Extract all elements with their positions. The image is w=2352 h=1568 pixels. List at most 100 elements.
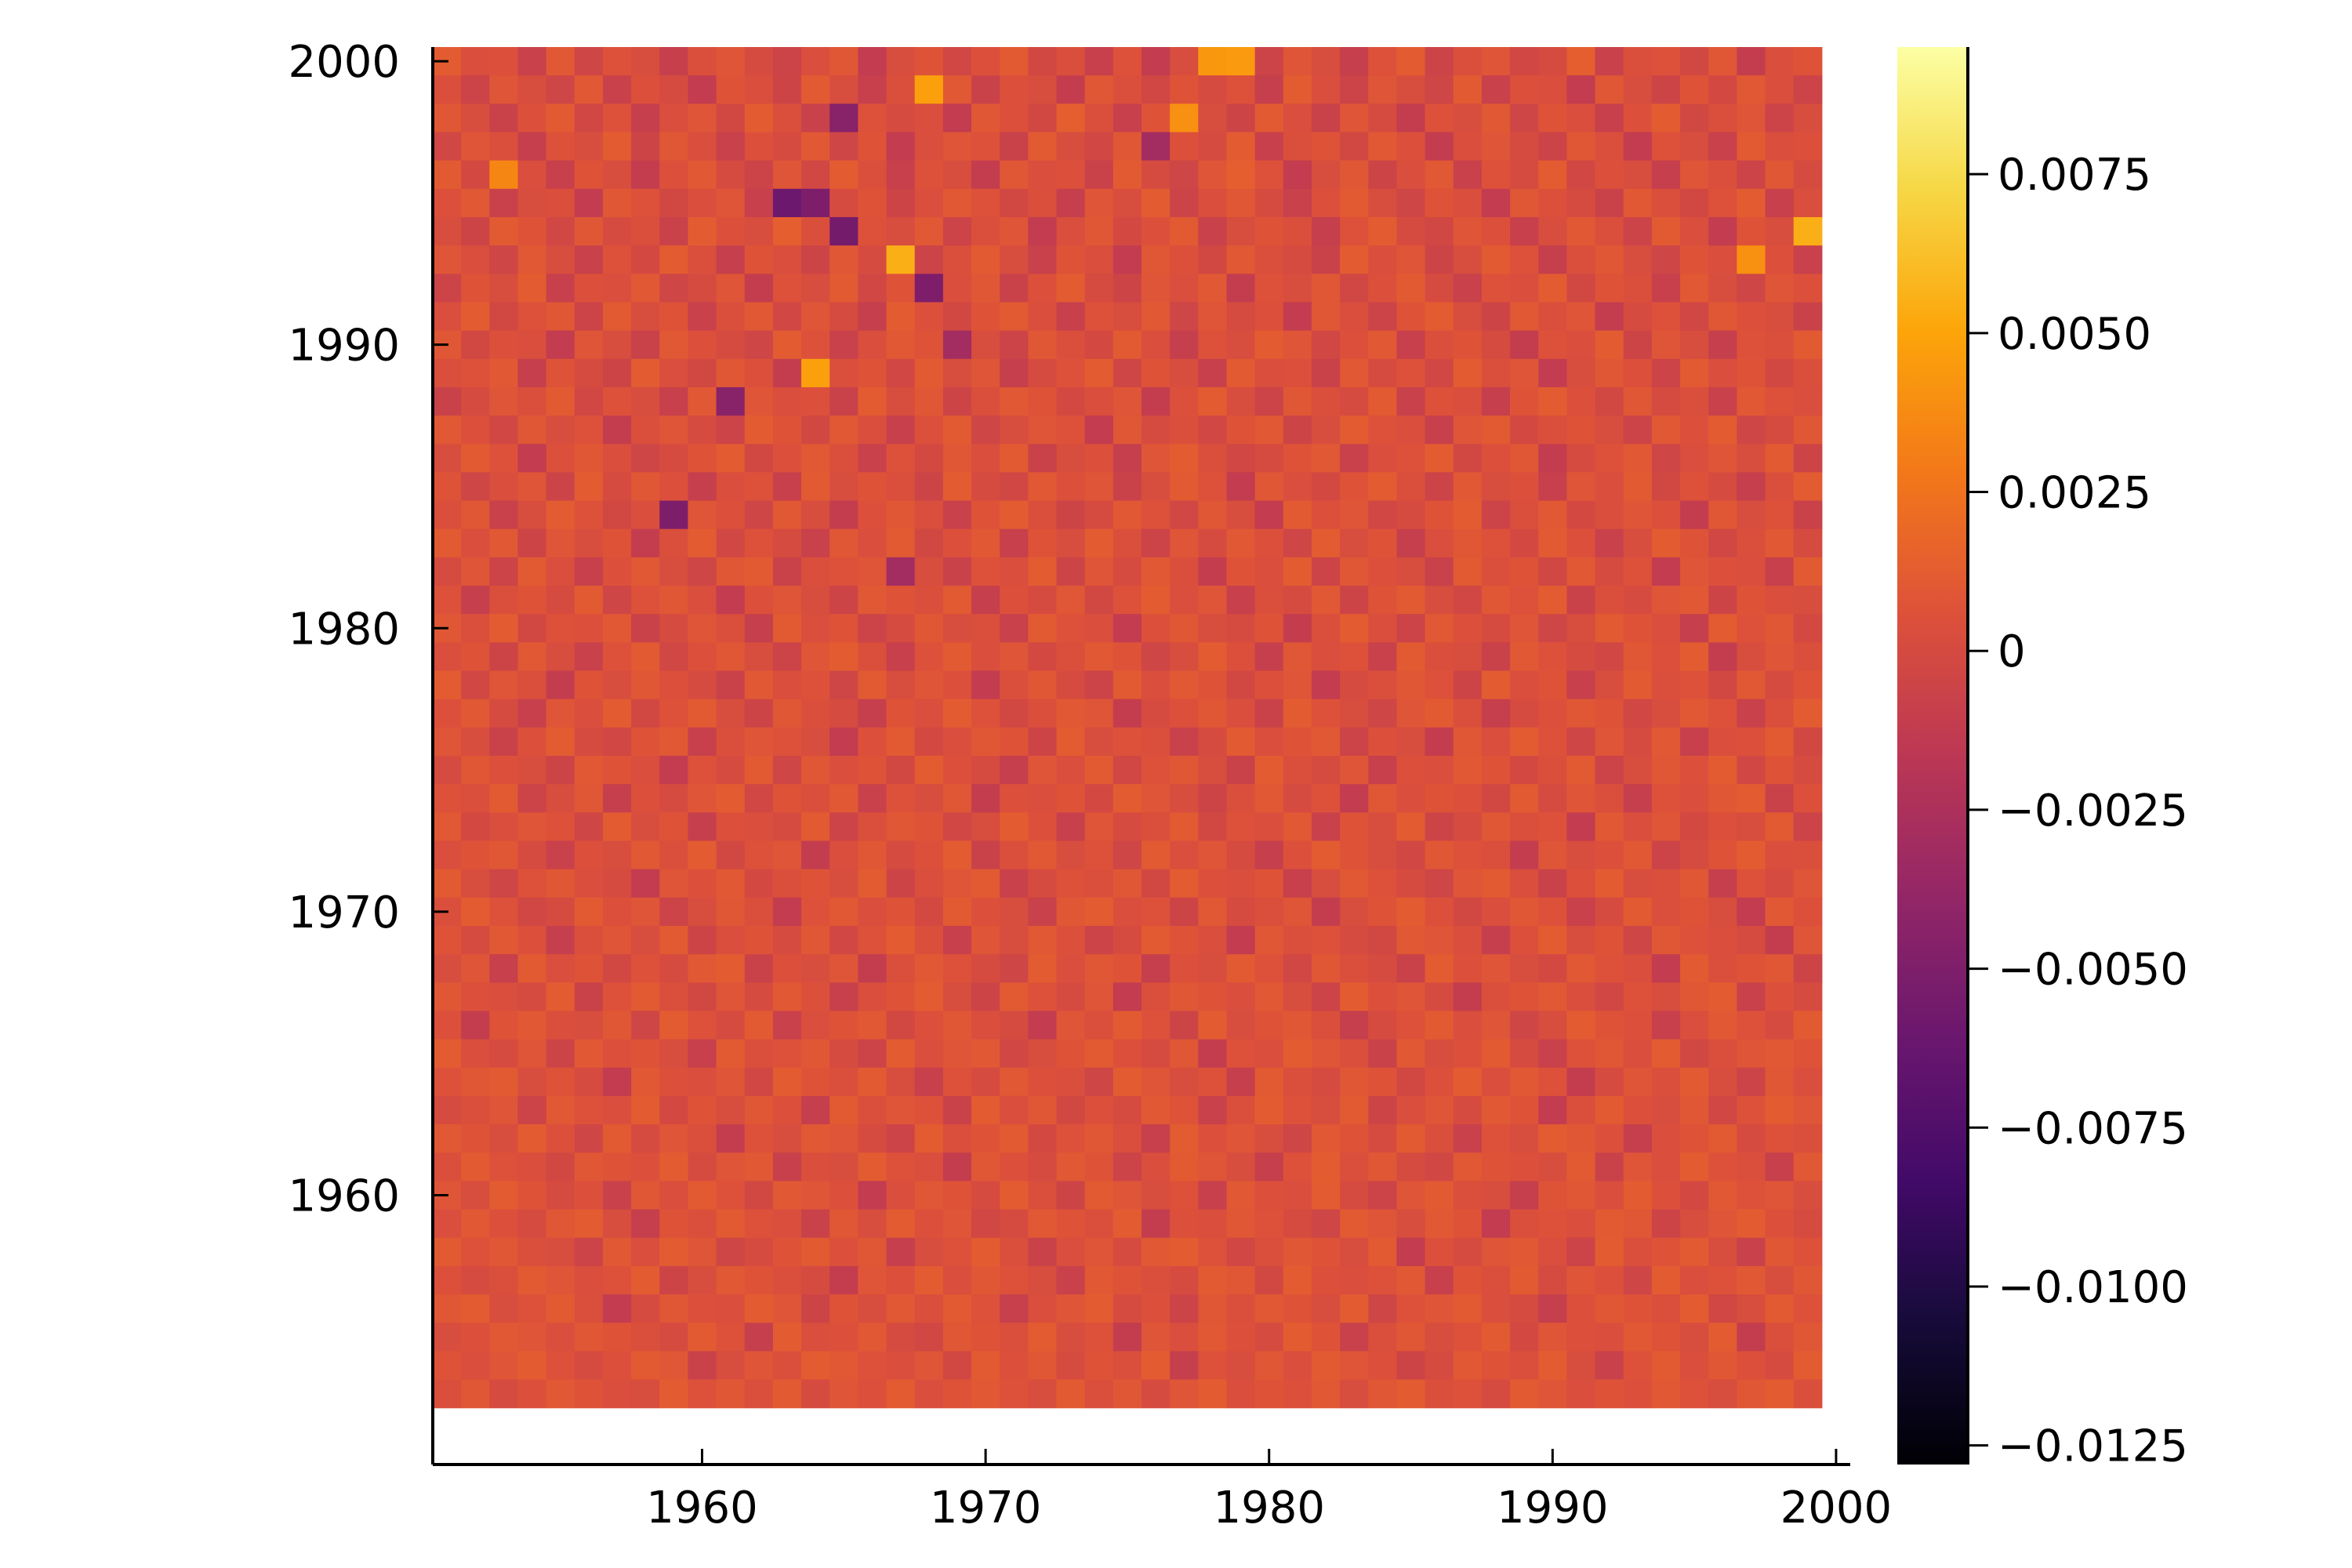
heatmap-cell bbox=[659, 756, 689, 785]
heatmap-cell bbox=[1793, 188, 1823, 218]
heatmap-cell bbox=[744, 1237, 774, 1267]
heatmap-cell bbox=[1056, 358, 1086, 388]
heatmap-cell bbox=[517, 160, 547, 190]
heatmap-cell bbox=[461, 132, 490, 162]
heatmap-cell bbox=[1538, 1152, 1567, 1181]
heatmap-cell bbox=[829, 1265, 858, 1295]
heatmap-cell bbox=[688, 444, 717, 473]
heatmap-cell bbox=[716, 1351, 746, 1381]
heatmap-cell bbox=[971, 1067, 1000, 1097]
heatmap-cell bbox=[1595, 528, 1624, 558]
heatmap-cell bbox=[1765, 302, 1795, 332]
heatmap-cell bbox=[1170, 302, 1199, 332]
heatmap-cell bbox=[772, 1067, 802, 1097]
heatmap-cell bbox=[1623, 869, 1653, 898]
heatmap-cell bbox=[1170, 1265, 1199, 1295]
heatmap-cell bbox=[942, 1039, 972, 1069]
heatmap-cell bbox=[1737, 614, 1766, 643]
heatmap-cell bbox=[1198, 500, 1228, 530]
heatmap-cell bbox=[1737, 925, 1766, 955]
heatmap-cell bbox=[1566, 132, 1596, 162]
heatmap-cell bbox=[1112, 1237, 1142, 1267]
heatmap-cell bbox=[1112, 586, 1142, 615]
heatmap-cell bbox=[1453, 1294, 1483, 1323]
heatmap-cell bbox=[517, 500, 547, 530]
heatmap-cell bbox=[1396, 614, 1426, 643]
heatmap-cell bbox=[914, 47, 944, 76]
heatmap-cell bbox=[1311, 642, 1341, 672]
heatmap-cell bbox=[489, 1294, 519, 1323]
heatmap-cell bbox=[546, 1323, 575, 1352]
heatmap-cell bbox=[1481, 897, 1511, 927]
heatmap-cell bbox=[1340, 812, 1369, 842]
heatmap-cell bbox=[914, 1011, 944, 1040]
heatmap-cell bbox=[1425, 444, 1454, 473]
heatmap-cell bbox=[744, 670, 774, 700]
heatmap-cell bbox=[1084, 954, 1114, 983]
heatmap-cell bbox=[1538, 925, 1567, 955]
heatmap-cell bbox=[1112, 358, 1142, 388]
heatmap-cell bbox=[1000, 1067, 1029, 1097]
heatmap-cell bbox=[1226, 1209, 1256, 1239]
heatmap-cell bbox=[716, 103, 746, 133]
heatmap-cell bbox=[1028, 869, 1058, 898]
heatmap-cell bbox=[1254, 444, 1284, 473]
heatmap-cell bbox=[1680, 160, 1709, 190]
heatmap-cell bbox=[716, 1039, 746, 1069]
heatmap-cell bbox=[716, 1294, 746, 1323]
heatmap-cell bbox=[829, 528, 858, 558]
heatmap-cell bbox=[1623, 132, 1653, 162]
heatmap-cell bbox=[1198, 982, 1228, 1012]
heatmap-cell bbox=[1793, 1379, 1823, 1409]
heatmap-cell bbox=[659, 1237, 689, 1267]
heatmap-cell bbox=[716, 330, 746, 360]
heatmap-cell bbox=[716, 416, 746, 445]
heatmap-cell bbox=[1481, 727, 1511, 757]
heatmap-cell bbox=[1311, 160, 1341, 190]
heatmap-cell bbox=[716, 1237, 746, 1267]
heatmap-cell bbox=[489, 840, 519, 870]
heatmap-cell bbox=[1651, 188, 1681, 218]
heatmap-cell bbox=[1283, 188, 1312, 218]
heatmap-cell bbox=[1396, 699, 1426, 728]
heatmap-cell bbox=[1226, 1237, 1256, 1267]
heatmap-cell bbox=[1226, 47, 1256, 76]
heatmap-cell bbox=[1311, 75, 1341, 104]
heatmap-cell bbox=[801, 614, 830, 643]
heatmap-cell bbox=[688, 358, 717, 388]
heatmap-cell bbox=[744, 727, 774, 757]
heatmap-cell bbox=[829, 982, 858, 1012]
heatmap-cell bbox=[829, 727, 858, 757]
heatmap-cell bbox=[688, 954, 717, 983]
heatmap-cell bbox=[517, 812, 547, 842]
heatmap-cell bbox=[1481, 188, 1511, 218]
heatmap-cell bbox=[1680, 274, 1709, 303]
heatmap-cell bbox=[574, 1294, 604, 1323]
heatmap-cell bbox=[1538, 784, 1567, 813]
heatmap-cell bbox=[1793, 586, 1823, 615]
heatmap-cell bbox=[1311, 1181, 1341, 1210]
heatmap-cell bbox=[433, 160, 462, 190]
heatmap-cell bbox=[433, 387, 462, 416]
heatmap-cell bbox=[858, 897, 887, 927]
heatmap-cell bbox=[1254, 869, 1284, 898]
heatmap-cell bbox=[1510, 756, 1539, 785]
heatmap-cell bbox=[1142, 925, 1171, 955]
heatmap-cell bbox=[433, 1351, 462, 1381]
heatmap-cell bbox=[886, 982, 916, 1012]
heatmap-cell bbox=[1481, 557, 1511, 586]
heatmap-cell bbox=[659, 1265, 689, 1295]
heatmap-cell bbox=[829, 1181, 858, 1210]
heatmap-cell bbox=[517, 1124, 547, 1153]
heatmap-cell bbox=[1680, 245, 1709, 274]
heatmap-cell bbox=[574, 216, 604, 246]
heatmap-cell bbox=[716, 586, 746, 615]
heatmap-cell bbox=[858, 103, 887, 133]
heatmap-cell bbox=[1226, 416, 1256, 445]
heatmap-cell bbox=[631, 586, 660, 615]
heatmap-cell bbox=[489, 216, 519, 246]
heatmap-cell bbox=[1425, 528, 1454, 558]
heatmap-cell bbox=[829, 784, 858, 813]
heatmap-cell bbox=[1311, 1095, 1341, 1125]
heatmap-cell bbox=[659, 330, 689, 360]
